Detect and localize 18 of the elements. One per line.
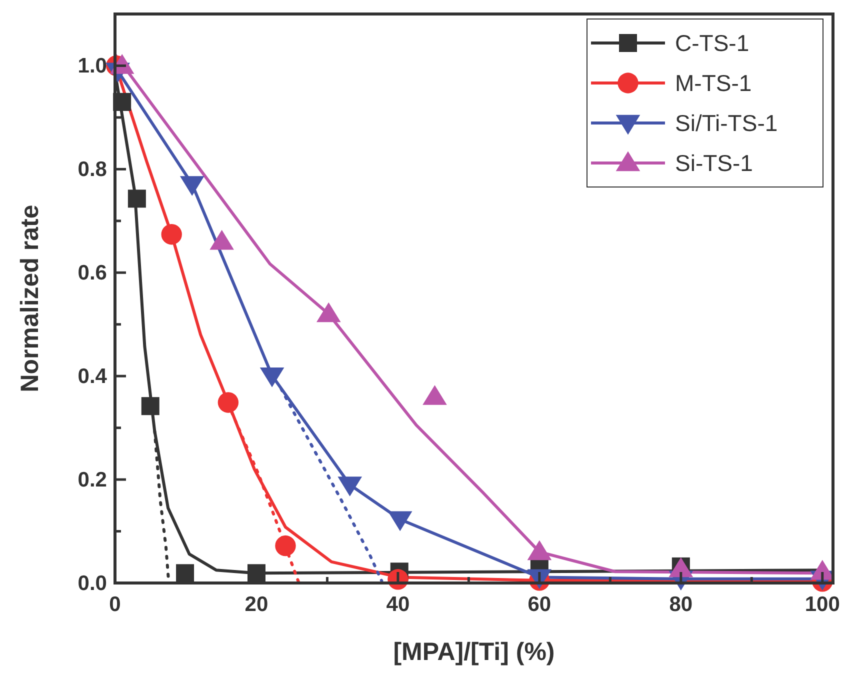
y-tick-label: 1.0 [78, 54, 107, 78]
legend-label: Si-TS-1 [675, 150, 753, 176]
x-axis-title: [MPA]/[Ti] (%) [393, 638, 555, 666]
x-tick-label: 80 [669, 593, 693, 616]
x-tick-label: 40 [386, 593, 410, 616]
y-tick-label: 0.4 [78, 365, 108, 388]
x-tick-label: 20 [244, 593, 268, 616]
y-axis-title: Normalized rate [16, 204, 44, 392]
x-tick-label: 60 [528, 593, 552, 616]
y-tick-label: 0.8 [78, 158, 108, 182]
y-tick-label: 0.2 [78, 468, 107, 492]
legend-label: Si/Ti-TS-1 [675, 110, 778, 136]
x-tick-label: 100 [804, 593, 840, 616]
legend-label: M-TS-1 [675, 70, 752, 96]
y-tick-label: 0.6 [78, 262, 107, 285]
legend-label: C-TS-1 [675, 30, 750, 56]
x-tick-label: 0 [109, 593, 121, 616]
y-tick-label: 0.0 [78, 572, 107, 595]
